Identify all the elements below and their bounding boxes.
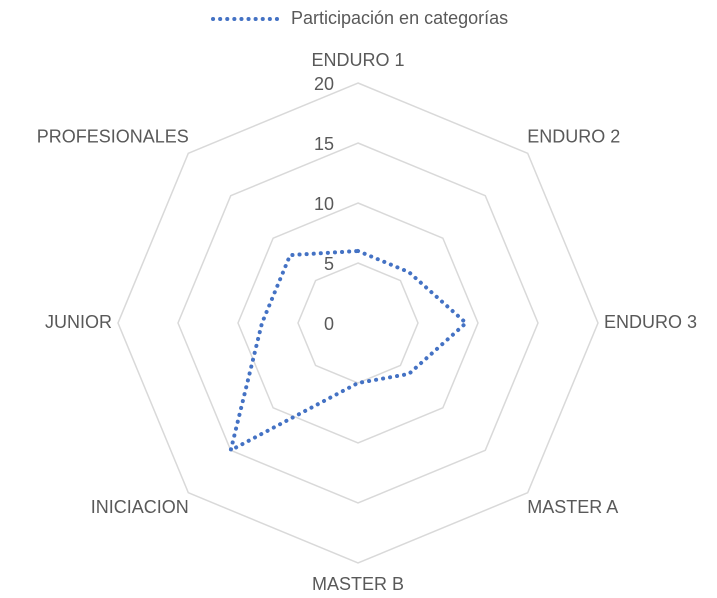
y-tick-label: 20 [314,74,334,94]
category-label: MASTER B [312,574,404,594]
category-label: ENDURO 1 [311,50,404,70]
legend-label: Participación en categorías [291,8,508,28]
y-tick-label: 10 [314,194,334,214]
y-tick-label: 5 [324,254,334,274]
y-tick-label: 0 [324,314,334,334]
grid-line [177,142,539,504]
category-label: PROFESIONALES [37,126,189,146]
category-label: MASTER A [527,497,618,517]
grid-line [237,202,479,444]
category-label: ENDURO 2 [527,126,620,146]
grid-line [297,262,419,384]
y-tick-label: 15 [314,134,334,154]
category-label: INICIACION [91,497,189,517]
grid-line [117,82,599,564]
series-line [227,248,470,455]
category-label: JUNIOR [45,312,112,332]
category-label: ENDURO 3 [604,312,697,332]
